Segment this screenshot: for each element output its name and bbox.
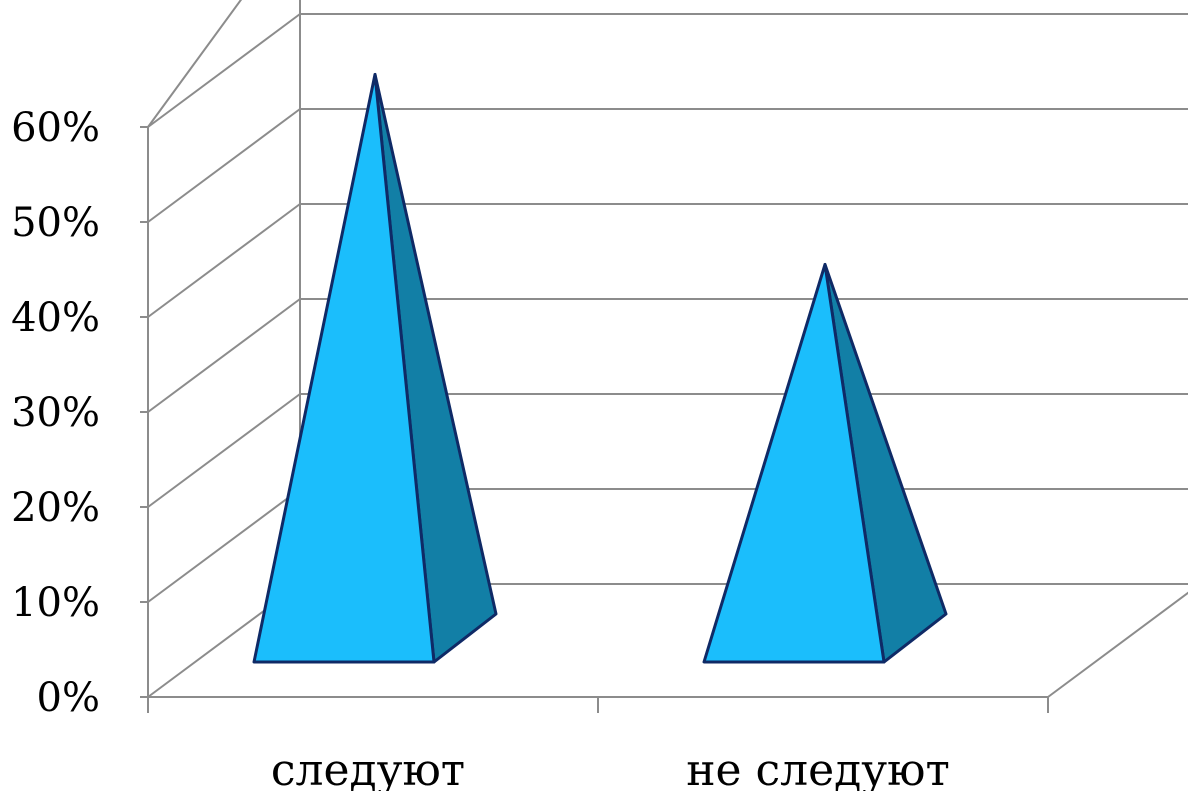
grid-line-side-5 xyxy=(147,108,301,223)
grid-lines xyxy=(147,13,1188,603)
pyramid-front-face-1 xyxy=(702,262,886,664)
y-tick-label-1: 10% xyxy=(11,580,100,626)
y-tick-label-0: 0% xyxy=(37,675,100,721)
y-tick-label-4: 40% xyxy=(11,295,100,341)
x-axis-category-labels: следуют не следуют xyxy=(271,745,950,791)
pyramid-bar-1 xyxy=(702,262,948,664)
grid-line-side-1 xyxy=(147,488,301,603)
grid-line-side-2 xyxy=(147,393,301,508)
floor-right-edge xyxy=(1047,591,1188,698)
grid-line-side-4 xyxy=(147,203,301,318)
y-tick-label-6: 60% xyxy=(11,105,100,151)
y-axis-tick-labels: 0% 10% 20% 30% 40% 50% 60% xyxy=(11,105,148,721)
y-tick-label-5: 50% xyxy=(11,200,100,246)
pyramid-front-face-0 xyxy=(252,72,436,664)
x-axis-ticks xyxy=(147,697,1049,713)
category-label-1: не следуют xyxy=(686,745,950,791)
grid-line-side-3 xyxy=(147,298,301,413)
side-wall-top-edge xyxy=(147,0,243,128)
category-label-0: следуют xyxy=(271,745,465,791)
pyramid-bar-0 xyxy=(252,72,498,664)
grid-line-side-6 xyxy=(147,13,301,128)
y-tick-label-3: 30% xyxy=(11,390,100,436)
y-tick-label-2: 20% xyxy=(11,485,100,531)
pyramid-bars xyxy=(252,72,948,664)
